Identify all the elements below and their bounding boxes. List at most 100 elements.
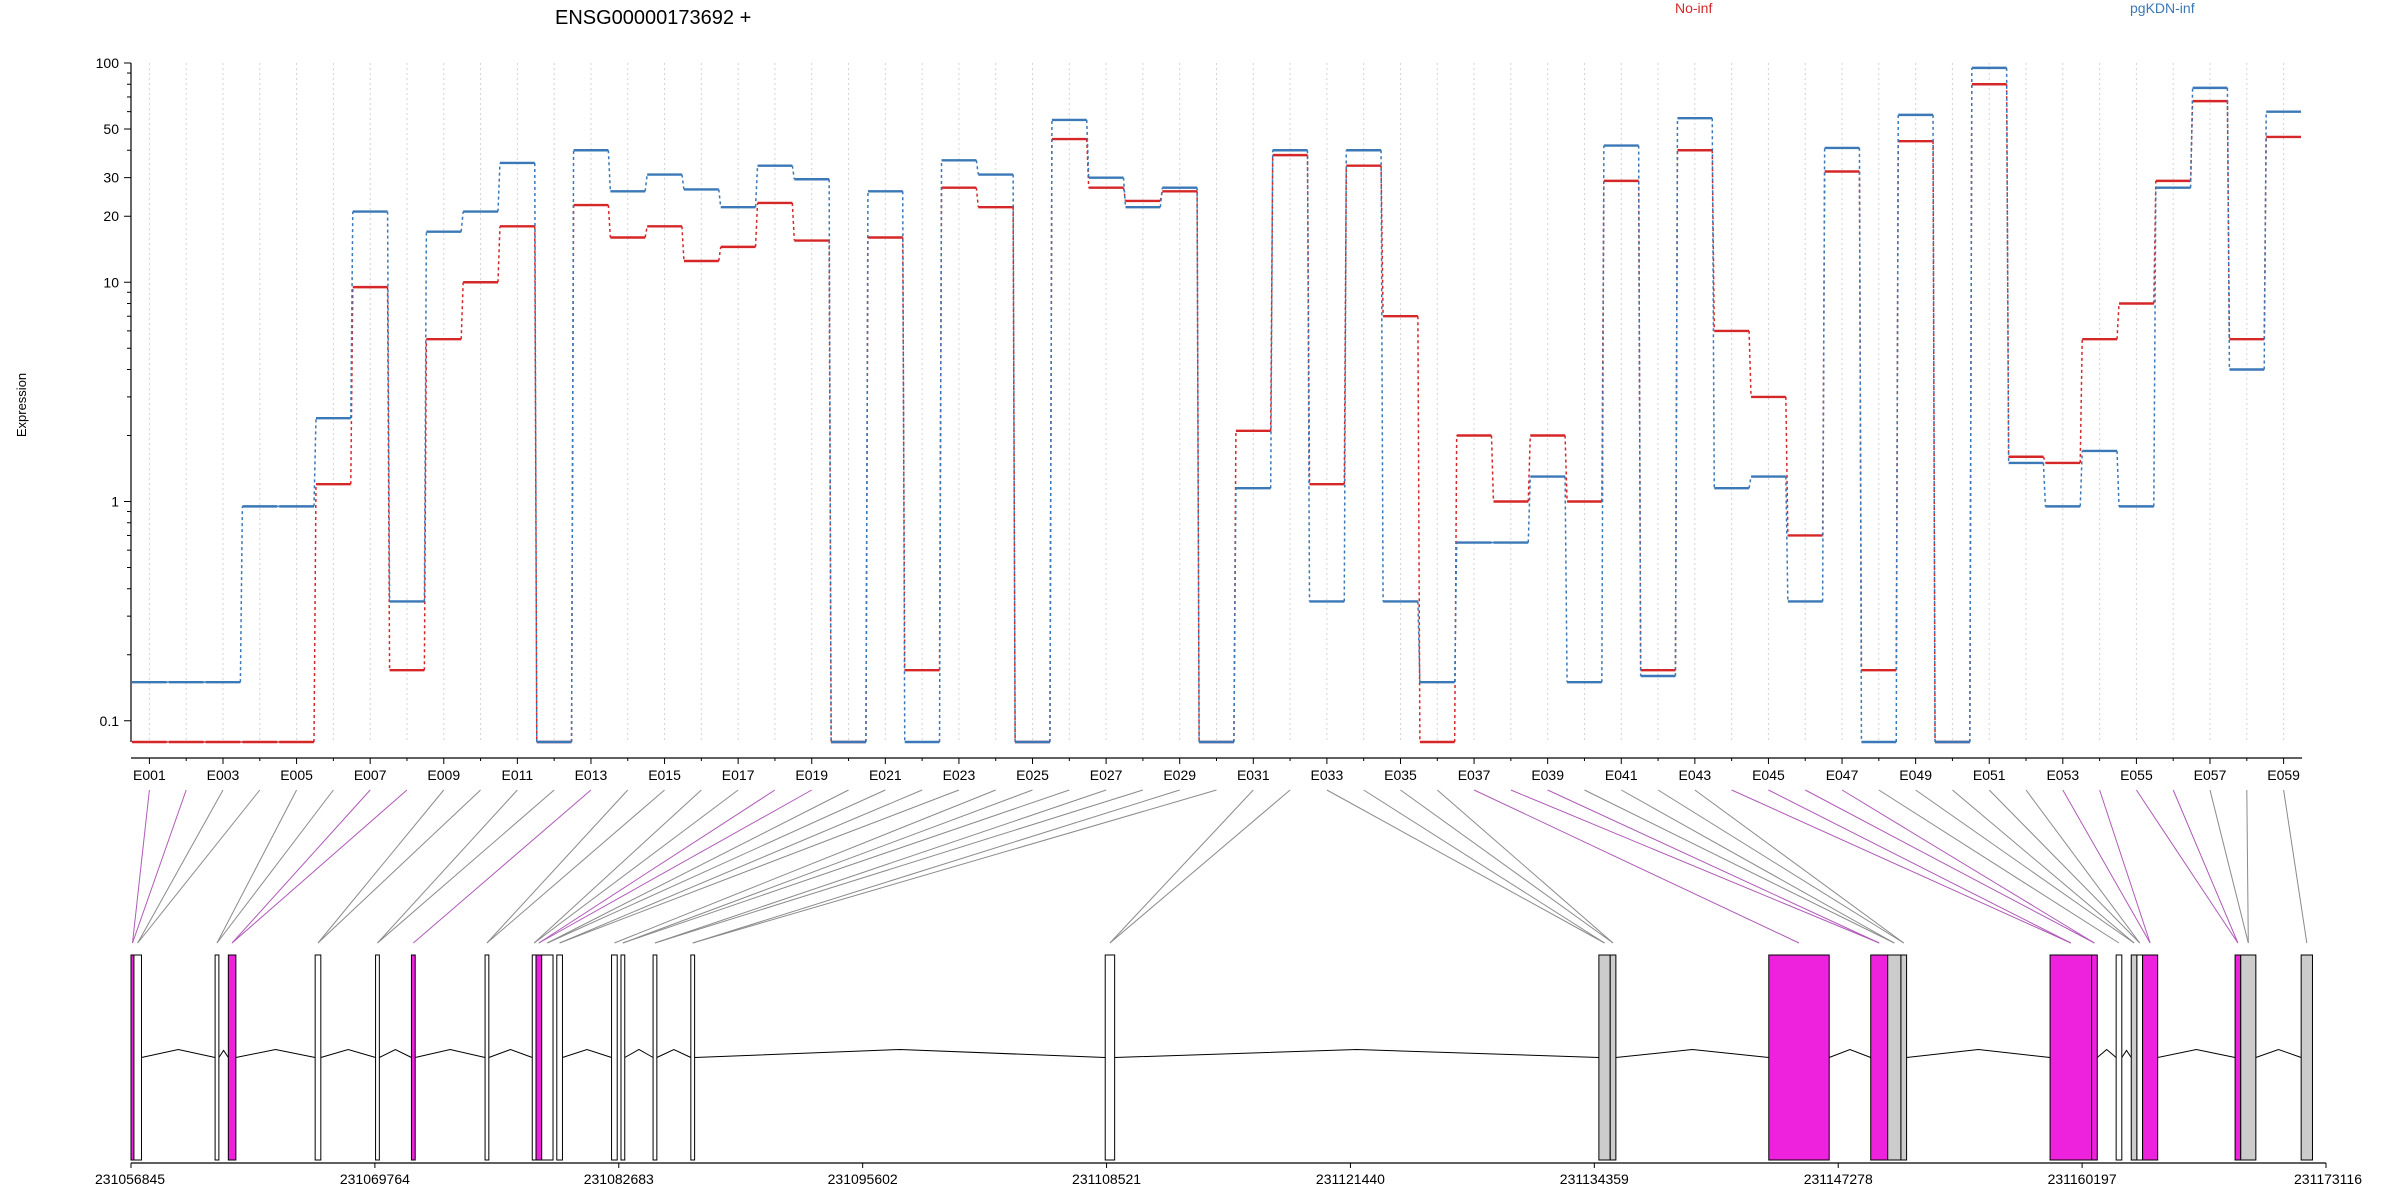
x-tick-label: E057	[2194, 767, 2227, 783]
genome-tick-label: 231134359	[1560, 1171, 1629, 1187]
series-connector	[1601, 145, 1605, 683]
series-connector	[497, 162, 501, 212]
series-connector	[607, 204, 612, 238]
series-connector	[1012, 207, 1016, 743]
exon-box	[2240, 954, 2257, 1161]
exon-connector	[614, 789, 996, 944]
x-tick-label: E007	[354, 767, 387, 783]
series-connector	[2153, 187, 2157, 507]
series-connector	[1380, 165, 1384, 317]
series-connector	[975, 160, 980, 175]
x-tick-label: E023	[943, 767, 976, 783]
series-connector	[313, 484, 317, 743]
exon-box	[541, 954, 554, 1161]
intron-line	[2157, 1048, 2236, 1058]
intron-line	[1114, 1048, 1599, 1058]
intron-line	[2255, 1048, 2302, 1058]
series-connector	[681, 174, 685, 190]
exon-box	[2091, 954, 2098, 1161]
exon-box	[2115, 954, 2123, 1161]
y-tick-label: 20	[103, 208, 119, 224]
intron-line	[488, 1048, 533, 1058]
series-connector	[1821, 147, 1826, 602]
series-connector	[1711, 118, 1716, 489]
series-connector	[1380, 150, 1384, 602]
exon-box	[484, 954, 490, 1161]
exon-connector	[486, 789, 629, 944]
series-connector	[423, 339, 428, 671]
x-tick-label: E001	[133, 767, 166, 783]
intron-line	[2121, 1049, 2132, 1058]
x-tick-label: E027	[1090, 767, 1123, 783]
exon-connector	[2209, 789, 2249, 944]
x-tick-label: E031	[1237, 767, 1270, 783]
series-connector	[1196, 187, 1200, 743]
exon-box	[1900, 954, 1908, 1161]
x-tick-label: E055	[2120, 767, 2153, 783]
series-connector	[570, 150, 575, 743]
exon-box	[611, 954, 618, 1161]
exon-connector	[377, 789, 518, 944]
exon-connector	[559, 789, 923, 944]
exon-connector	[1657, 789, 1905, 944]
series-connector	[350, 211, 354, 419]
series-connector	[460, 282, 464, 340]
exon-box	[2142, 954, 2159, 1161]
exon-connector	[137, 789, 224, 944]
series-connector	[1785, 476, 1789, 602]
intron-line	[379, 1048, 412, 1058]
exon-connector	[1109, 789, 1291, 944]
x-tick-label: E033	[1311, 767, 1344, 783]
exon-connector	[1109, 789, 1254, 944]
series-connector	[1527, 476, 1532, 543]
series-connector	[865, 191, 869, 743]
exon-connector	[538, 789, 776, 944]
series-connector	[754, 202, 759, 247]
exon-connector	[2135, 789, 2239, 944]
exon-connector	[2025, 789, 2141, 944]
series-connector	[1785, 396, 1789, 536]
legend-pgkdn-inf: pgKDN-inf	[2130, 0, 2195, 16]
intron-line	[235, 1048, 316, 1058]
series-lines	[132, 66, 2301, 744]
exon-connector	[317, 789, 481, 944]
series-connector	[975, 187, 980, 208]
series-connector	[2042, 456, 2047, 464]
y-tick-label: 1	[111, 494, 119, 510]
x-tick-label: E013	[575, 767, 608, 783]
genome-tick-label: 231095602	[828, 1171, 898, 1187]
x-tick-label: E017	[722, 767, 755, 783]
x-tick-label: E059	[2267, 767, 2300, 783]
intron-line	[694, 1048, 1106, 1058]
series-connector	[1122, 177, 1127, 208]
x-tick-label: E011	[502, 767, 534, 783]
exon-connector	[1805, 789, 2095, 944]
exon-connector	[2283, 789, 2308, 944]
gridlines	[148, 63, 2285, 742]
x-tick-label: E021	[869, 767, 902, 783]
series-connector	[1343, 165, 1348, 485]
exon-connector	[547, 789, 886, 944]
exon-connector	[1436, 789, 1614, 944]
series-connector	[1269, 155, 1274, 431]
exon-box	[2049, 954, 2093, 1161]
exon-box	[620, 954, 626, 1161]
y-tick-label: 50	[103, 121, 119, 137]
exon-connector	[622, 789, 1033, 944]
series-connector	[2263, 111, 2267, 370]
gene-model	[130, 954, 2313, 1161]
exon-connector	[132, 789, 150, 944]
exon-connector	[377, 789, 555, 944]
exon-box	[1609, 954, 1617, 1161]
exon-connector	[1473, 789, 1800, 944]
exon-box	[375, 954, 380, 1161]
genome-tick-label: 231108521	[1072, 1171, 1141, 1187]
genome-tick-label: 231082683	[584, 1171, 654, 1187]
series-connector	[1490, 435, 1495, 502]
series-connector	[1417, 316, 1421, 743]
exon-connector	[1731, 789, 2072, 944]
exon-connectors	[132, 789, 2308, 944]
axes: 0.1 1 10 20 30 50 100 E001 E003 E005 E007 E009 E011 E…	[96, 55, 2302, 783]
series-connector	[239, 506, 244, 683]
